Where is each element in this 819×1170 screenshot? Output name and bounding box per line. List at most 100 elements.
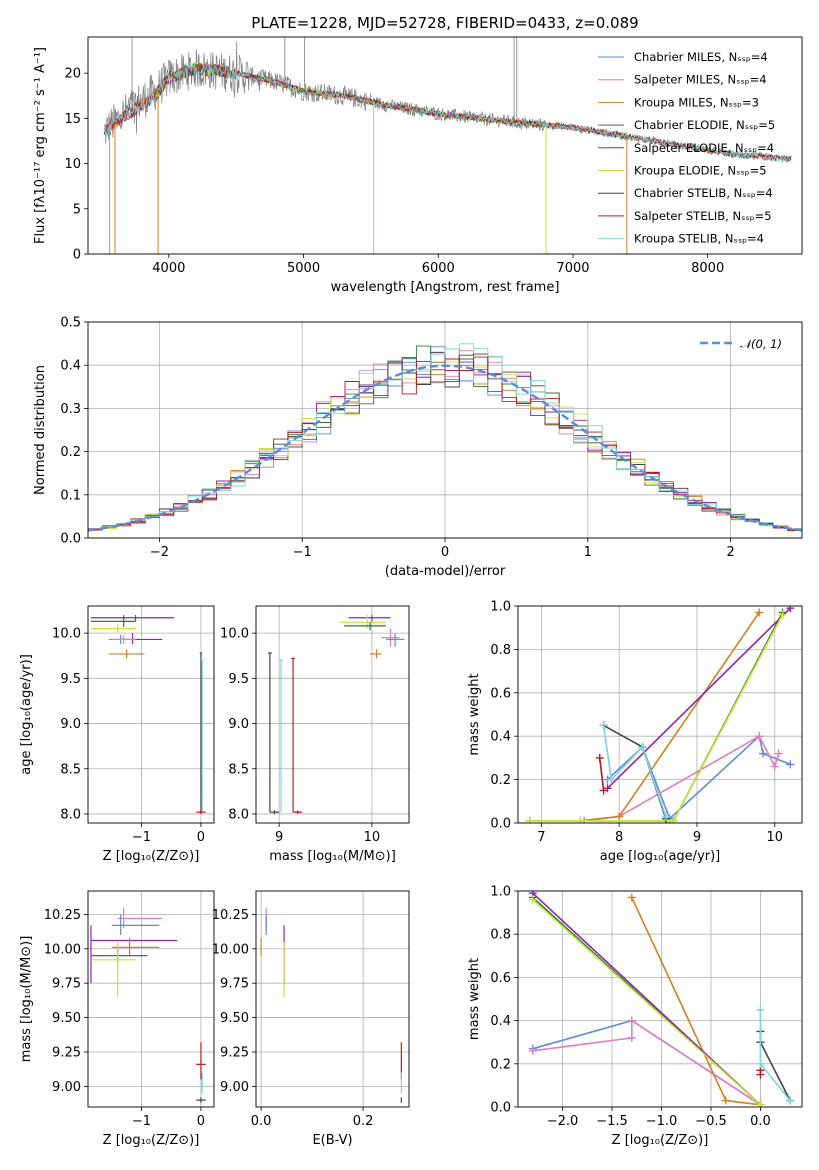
- y-tick-label: 9.00: [220, 1080, 249, 1095]
- x-axis-label: mass [log₁₀(M/M⊙)]: [269, 849, 396, 864]
- plot-area-residuals: [88, 343, 802, 532]
- errorbar-point: [370, 649, 382, 659]
- x-tick-label: −1: [132, 830, 151, 845]
- x-tick-label: −1.0: [646, 1114, 678, 1129]
- x-tick-label: 9: [275, 830, 283, 845]
- y-tick-label: 10.0: [220, 627, 249, 642]
- errorbar-point: [385, 633, 405, 647]
- errorbar-point: [293, 810, 303, 814]
- errorbar-point: [268, 652, 272, 813]
- x-tick-label: 0.2: [353, 1114, 374, 1129]
- legend-label: Chabrier MILES, Nₛₛₚ=4: [634, 50, 768, 64]
- y-axis-label: mass weight: [467, 958, 482, 1040]
- axes-frame: [255, 890, 410, 1108]
- y-tick-label: 10.25: [44, 908, 81, 923]
- x-axis-label: Z [log₁₀(Z/Z⊙)]: [612, 1133, 709, 1148]
- y-tick-label: 10: [64, 157, 81, 172]
- residual-histogram: [88, 356, 802, 531]
- y-tick-label: 9.0: [60, 717, 81, 732]
- y-tick-label: 9.0: [228, 717, 249, 732]
- y-tick-label: 9.50: [52, 1011, 81, 1026]
- legend-label: Salpeter ELODIE, Nₛₛₚ=4: [634, 141, 774, 155]
- errorbar-point: [111, 937, 160, 956]
- x-tick-label: 8: [615, 830, 623, 845]
- x-tick-label: 0: [441, 545, 449, 560]
- mass-weight-line: [529, 614, 784, 822]
- y-tick-label: 0.4: [490, 730, 511, 745]
- y-tick-label: 0.0: [490, 1101, 511, 1116]
- y-tick-label: 9.75: [52, 977, 81, 992]
- legend-label: Salpeter STELIB, Nₛₛₚ=5: [634, 209, 772, 223]
- mass-weight-line: [759, 1031, 791, 1101]
- y-tick-label: 0.0: [490, 817, 511, 832]
- y-axis-label: mass [log₁₀(M/M⊙)]: [19, 936, 34, 1063]
- mass-weight-marker: [755, 608, 764, 617]
- errorbar-point: [90, 948, 148, 963]
- x-tick-label: 4000: [152, 261, 185, 276]
- errorbar-point: [108, 649, 145, 659]
- legend-label: Salpeter MILES, Nₛₛₚ=4: [634, 73, 767, 87]
- errorbar-point: [381, 628, 400, 647]
- legend-label: 𝒩(0, 1): [740, 337, 782, 351]
- mass-weight-marker: [756, 1070, 765, 1079]
- errorbar-point: [111, 634, 136, 644]
- y-tick-label: 0.4: [490, 1014, 511, 1029]
- errorbar-point: [200, 1072, 204, 1094]
- x-tick-label: −1.5: [596, 1114, 628, 1129]
- x-tick-label: 10: [766, 830, 783, 845]
- mass-weight-marker: [627, 893, 636, 902]
- spectrum-legend: Chabrier MILES, Nₛₛₚ=4 Salpeter MILES, Nₛ…: [598, 50, 775, 246]
- x-axis-label: wavelength [Angstrom, rest frame]: [331, 280, 560, 295]
- mass-weight-line: [532, 1019, 761, 1106]
- plot-area-mass_weight_vs_Z: [528, 891, 795, 1107]
- x-tick-label: −1: [132, 1114, 151, 1129]
- x-tick-label: −2.0: [547, 1114, 579, 1129]
- axes-frame: [87, 890, 215, 1108]
- mass-weight-line: [532, 1019, 761, 1106]
- y-tick-label: 10.00: [44, 942, 81, 957]
- model-spectrum-line: [103, 63, 792, 163]
- y-tick-label: 0.4: [60, 359, 81, 374]
- x-axis-label: Z [log₁₀(Z/Z⊙)]: [103, 1133, 200, 1148]
- mass-weight-marker: [595, 753, 604, 762]
- mass-weight-marker: [756, 1100, 765, 1107]
- axes-frame: [87, 605, 215, 824]
- mass-weight-line: [598, 757, 605, 791]
- plot-area-age_vs_mass: [268, 615, 405, 814]
- mass-weight-marker: [774, 749, 783, 758]
- axes-frame: [87, 36, 803, 255]
- y-tick-label: 8.5: [228, 762, 249, 777]
- y-tick-label: 8.0: [228, 807, 249, 822]
- mass-weight-marker: [627, 1033, 636, 1042]
- mass-weight-marker: [599, 786, 608, 795]
- x-tick-label: 0: [197, 830, 205, 845]
- x-tick-label: −2: [150, 545, 169, 560]
- y-tick-label: 9.5: [60, 672, 81, 687]
- mass-weight-marker: [770, 762, 779, 771]
- panel-mass_vs_EBV: 0.0 0.2 9.00 9.25 9.50 9.75 10.00 10.25 E(B-V): [212, 890, 410, 1148]
- figure-title: PLATE=1228, MJD=52728, FIBERID=0433, z=0…: [251, 14, 638, 32]
- errorbar-point: [117, 633, 163, 644]
- x-tick-label: 6000: [422, 261, 455, 276]
- y-tick-label: 9.50: [220, 1011, 249, 1026]
- panel-mass_weight_vs_age: 7 8 9 10 0.0 0.2 0.4 0.6 0.8 1.0 age [log₁₀(age/yr…: [467, 600, 803, 864]
- x-tick-label: 10: [364, 830, 381, 845]
- panel-spectrum: 4000 5000 6000 7000 8000 0 5 10 15 20 wavelength […: [33, 36, 803, 295]
- legend-label: Chabrier STELIB, Nₛₛₚ=4: [634, 186, 773, 200]
- y-tick-label: 9.25: [220, 1045, 249, 1060]
- panel-age_vs_Z: −1 0 8.0 8.5 9.0 9.5 10.0 Z [log₁₀(Z/Z⊙)] age [l…: [19, 605, 215, 864]
- y-tick-label: 1.0: [490, 885, 511, 900]
- mass-weight-marker: [615, 812, 624, 821]
- y-tick-label: 0.6: [490, 971, 511, 986]
- mass-weight-marker: [778, 610, 787, 619]
- y-tick-label: 1.0: [490, 600, 511, 615]
- errorbar-point: [90, 941, 136, 997]
- y-tick-label: 15: [64, 112, 81, 127]
- legend-label: Kroupa MILES, Nₛₛₚ=3: [634, 95, 759, 109]
- x-axis-label: (data-model)/error: [385, 564, 506, 579]
- x-tick-label: −1: [293, 545, 312, 560]
- mass-weight-marker: [669, 816, 678, 823]
- panel-mass_weight_vs_Z: −2.0 −1.5 −1.0 −0.5 0.0 0.0 0.2 0.4 0.6 0.8 1.0 Z […: [467, 885, 803, 1148]
- y-tick-label: 0.2: [490, 1057, 511, 1072]
